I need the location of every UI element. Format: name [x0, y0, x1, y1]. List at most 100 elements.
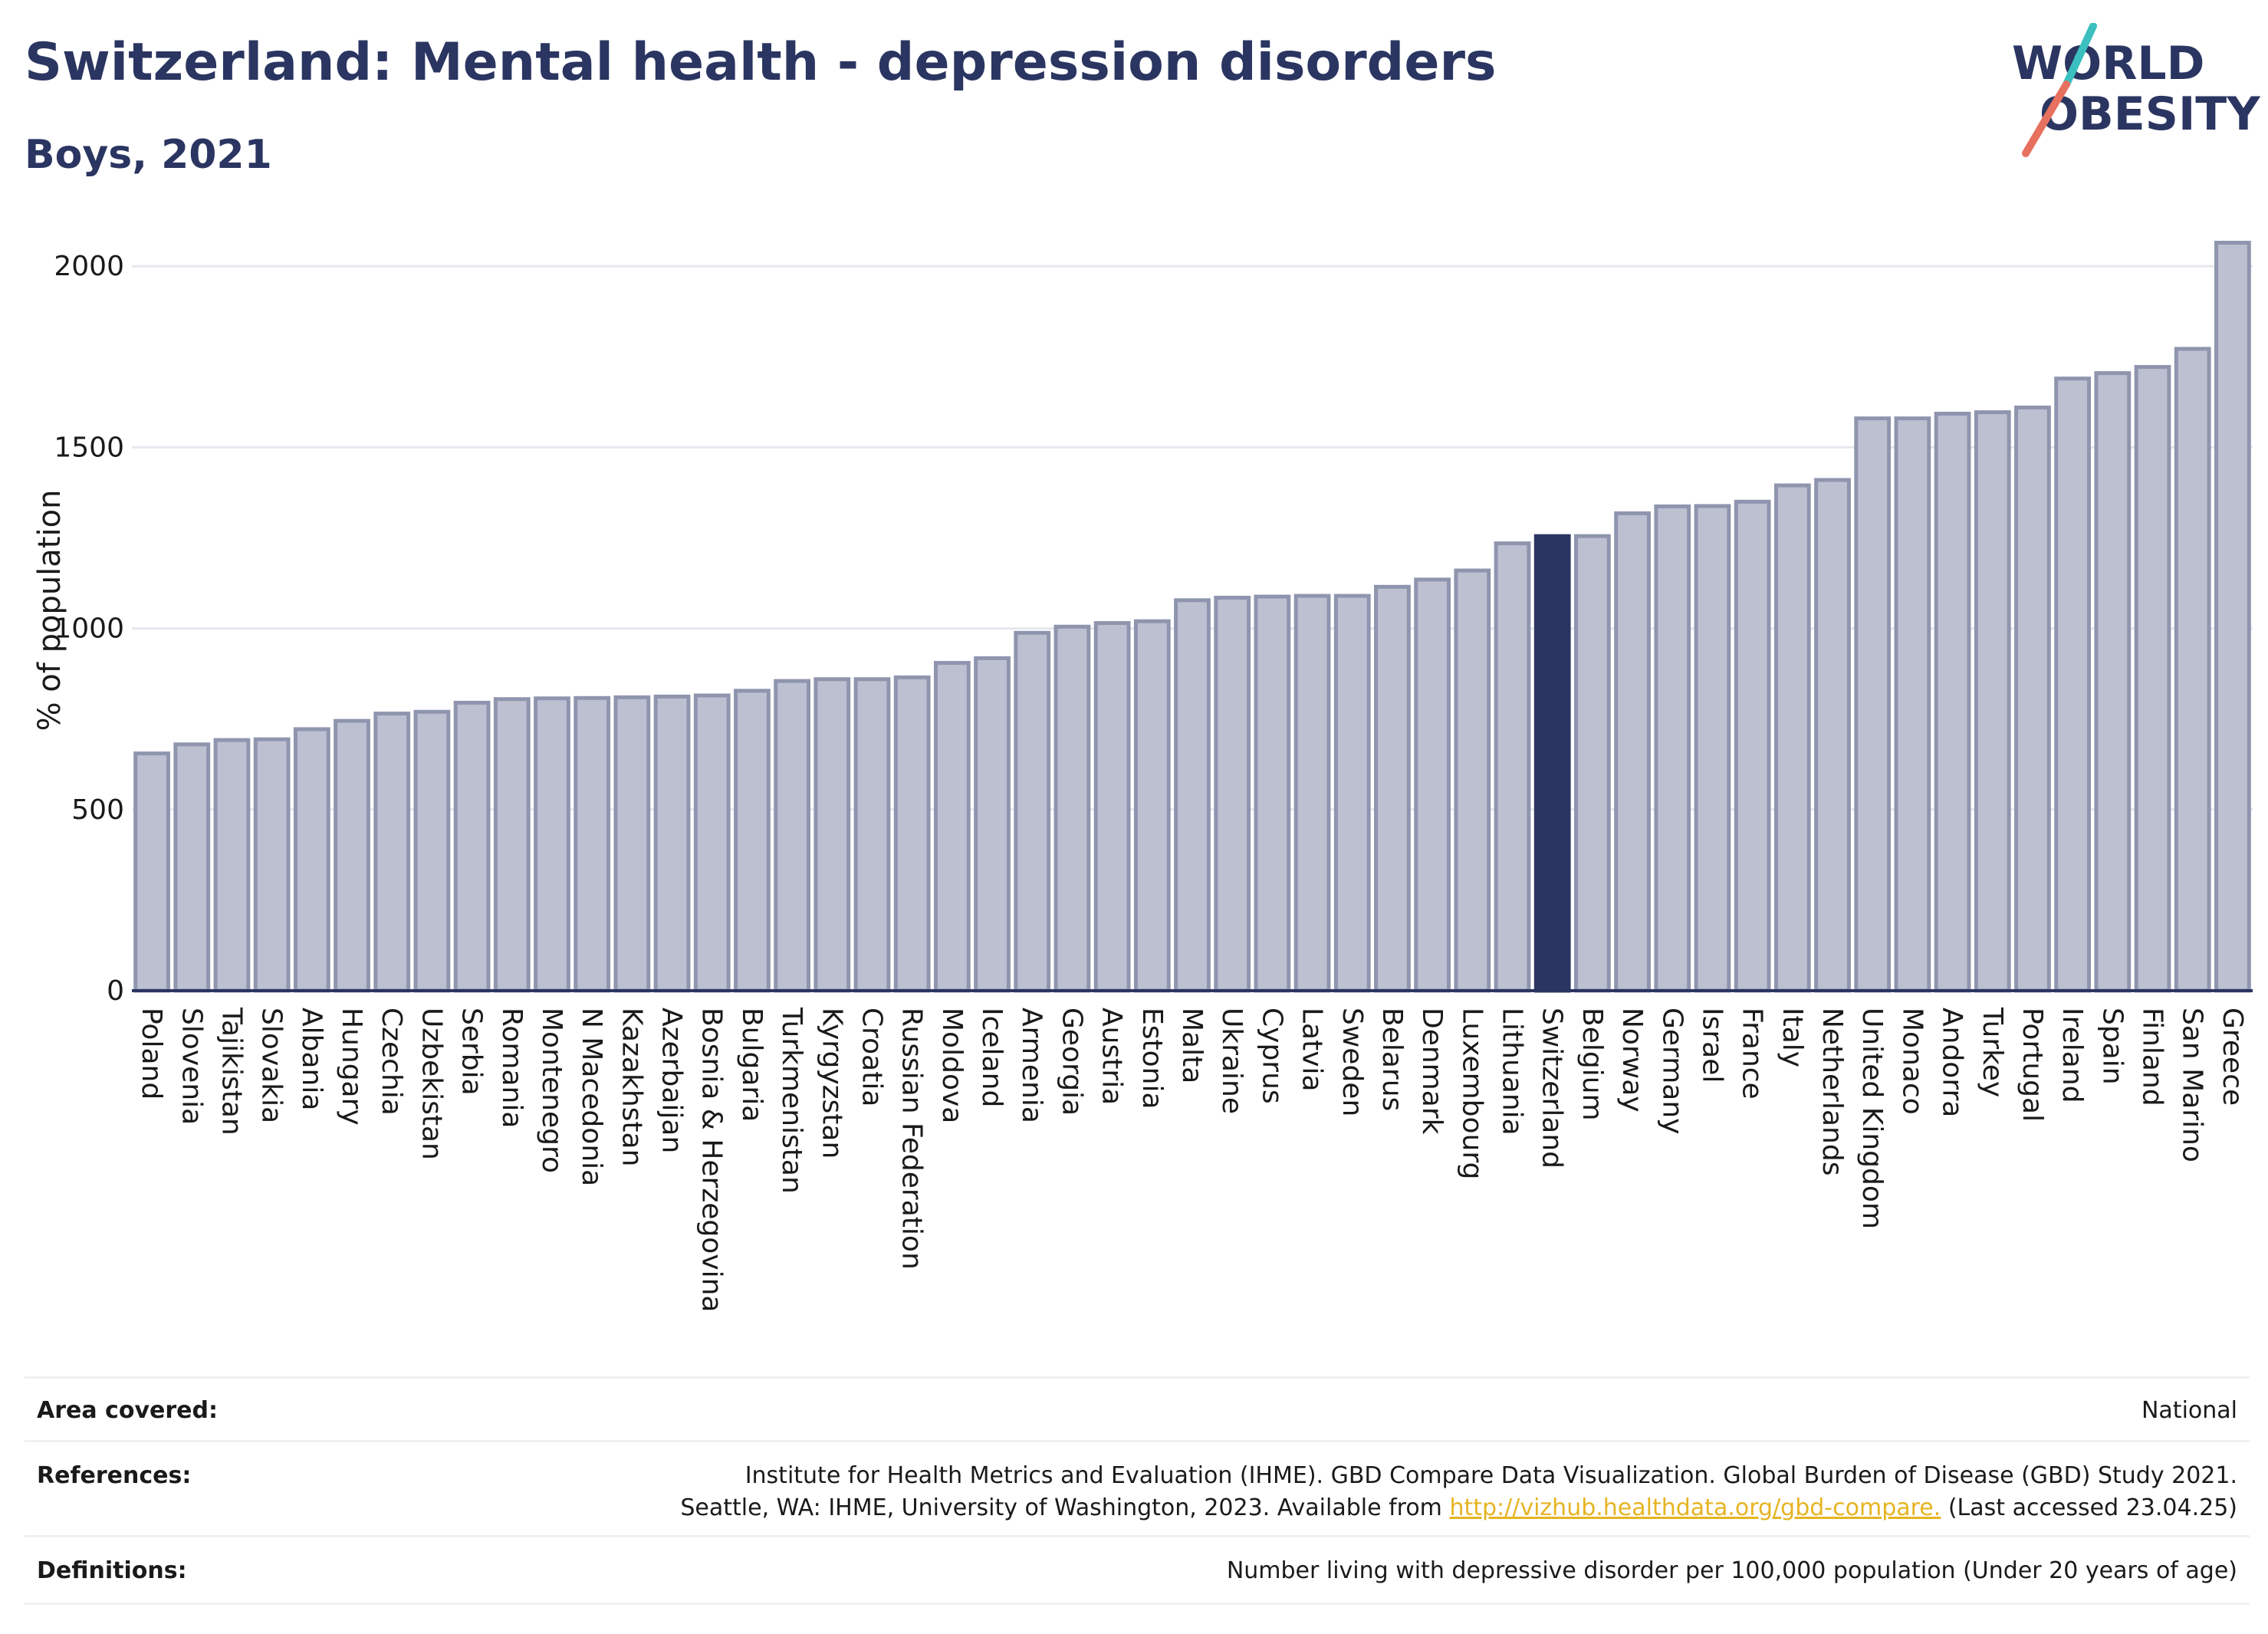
- x-tick-label: Albania: [296, 1008, 327, 1110]
- x-tick-label: Russian Federation: [896, 1008, 928, 1270]
- bar: [734, 689, 771, 993]
- bar: [253, 737, 291, 993]
- bar: [2054, 376, 2092, 993]
- x-tick-label: Kazakhstan: [616, 1008, 647, 1166]
- x-tick-label: Greece: [2217, 1008, 2248, 1106]
- page-subtitle: Boys, 2021: [25, 132, 272, 178]
- bar: [2174, 347, 2211, 993]
- bar: [1814, 478, 1851, 993]
- bar: [1694, 504, 1731, 993]
- bar: [1374, 584, 1411, 993]
- bar: [1894, 416, 1931, 993]
- bar: [1333, 593, 1371, 993]
- x-tick-label: Kyrgyzstan: [816, 1008, 847, 1159]
- bar: [334, 718, 370, 993]
- bar: [814, 677, 851, 993]
- x-tick-label: Austria: [1096, 1008, 1128, 1105]
- x-tick-label: Poland: [136, 1008, 167, 1100]
- x-tick-label: Moldova: [936, 1008, 968, 1123]
- bar: [1293, 593, 1331, 993]
- page-title: Switzerland: Mental health - depression …: [25, 32, 1497, 93]
- x-tick-label: Finland: [2137, 1008, 2168, 1106]
- bottom-divider: [25, 1603, 2250, 1605]
- bar: [693, 693, 731, 993]
- y-tick-label: 500: [71, 794, 124, 826]
- x-tick-label: Sweden: [1336, 1008, 1368, 1116]
- x-tick-label: Ukraine: [1216, 1008, 1247, 1114]
- x-tick-label: Georgia: [1056, 1008, 1087, 1116]
- bar: [1133, 619, 1171, 993]
- x-tick-label: Denmark: [1416, 1008, 1448, 1135]
- bar: [493, 697, 531, 993]
- bar: [1614, 511, 1651, 993]
- bar-highlight: [1533, 534, 1571, 993]
- x-tick-label: Portugal: [2017, 1008, 2048, 1122]
- world-obesity-logo: WORLD OBESITY: [2009, 23, 2260, 161]
- bar: [133, 751, 170, 993]
- bar: [1214, 595, 1251, 993]
- x-tick-label: Czechia: [376, 1008, 407, 1116]
- x-tick-label: Bulgaria: [736, 1008, 768, 1122]
- bar: [974, 656, 1011, 993]
- bar: [213, 738, 251, 993]
- x-tick-label: Armenia: [1016, 1008, 1047, 1123]
- x-tick-label: Romania: [496, 1008, 528, 1128]
- bar: [1854, 416, 1892, 993]
- y-axis-title: % of population: [32, 490, 67, 732]
- x-tick-label: Spain: [2096, 1008, 2128, 1085]
- bar: [173, 742, 211, 993]
- logo-line-1: WORLD: [2012, 37, 2205, 90]
- x-tick-label: Malta: [1176, 1008, 1208, 1083]
- y-tick-label: 1000: [54, 613, 124, 645]
- bar: [1974, 410, 2011, 993]
- x-tick-label: Bosnia & Herzegovina: [696, 1008, 728, 1312]
- logo-slash-icon: [2022, 23, 2097, 157]
- bar: [1174, 598, 1211, 993]
- y-tick-label: 0: [107, 975, 124, 1007]
- references-text: Seattle, WA: IHME, University of Washing…: [680, 1494, 1450, 1521]
- bar: [774, 679, 811, 993]
- x-tick-label: Azerbaijan: [656, 1008, 688, 1153]
- x-tick-label: Ireland: [2056, 1008, 2088, 1103]
- bar: [534, 696, 570, 993]
- info-row-references: References: Institute for Health Metrics…: [25, 1440, 2250, 1534]
- x-tick-label: Netherlands: [1816, 1008, 1848, 1175]
- bar: [1014, 630, 1051, 993]
- references-label: References:: [37, 1462, 192, 1489]
- x-tick-label: Slovenia: [176, 1008, 207, 1125]
- y-tick-label: 2000: [54, 251, 124, 282]
- bar-chart: 0 500 1000 1500 2000 % of population Poland Slo…: [32, 241, 2253, 1312]
- bar: [613, 695, 651, 993]
- x-tick-label: San Marino: [2177, 1008, 2208, 1162]
- bar: [2214, 241, 2251, 993]
- area-label: Area covered:: [37, 1397, 218, 1424]
- info-row-area: Area covered: National: [25, 1376, 2250, 1440]
- x-tick-label: Turkmenistan: [776, 1007, 807, 1194]
- x-tick-label: Belgium: [1576, 1008, 1608, 1121]
- x-tick-label: Italy: [1777, 1008, 1808, 1067]
- x-tick-label: Iceland: [976, 1008, 1007, 1107]
- bar: [2094, 371, 2132, 993]
- bar: [853, 677, 891, 993]
- bar: [1734, 499, 1771, 993]
- x-tick-label: Slovakia: [256, 1008, 288, 1123]
- x-tick-label: Croatia: [856, 1008, 887, 1106]
- info-row-definitions: Definitions: Number living with depressi…: [25, 1535, 2250, 1603]
- x-tick-label: Turkey: [1977, 1007, 2008, 1097]
- bar: [1414, 577, 1451, 993]
- bar: [653, 694, 691, 993]
- bar: [293, 727, 330, 993]
- x-tick-label: Monaco: [1896, 1008, 1928, 1115]
- x-tick-label: Israel: [1696, 1008, 1727, 1083]
- bar: [2134, 365, 2171, 993]
- bar: [574, 695, 611, 993]
- x-tick-label: France: [1737, 1008, 1768, 1100]
- y-tick-label: 1500: [54, 432, 124, 463]
- x-tick-label: Germany: [1656, 1008, 1688, 1134]
- references-link[interactable]: http://vizhub.healthdata.org/gbd-compare…: [1449, 1494, 1941, 1521]
- x-tick-label: Tajikistan: [215, 1007, 247, 1136]
- x-tick-label: Hungary: [336, 1008, 367, 1126]
- x-tick-label: Serbia: [456, 1008, 488, 1096]
- bar: [933, 660, 971, 993]
- bar: [373, 712, 411, 993]
